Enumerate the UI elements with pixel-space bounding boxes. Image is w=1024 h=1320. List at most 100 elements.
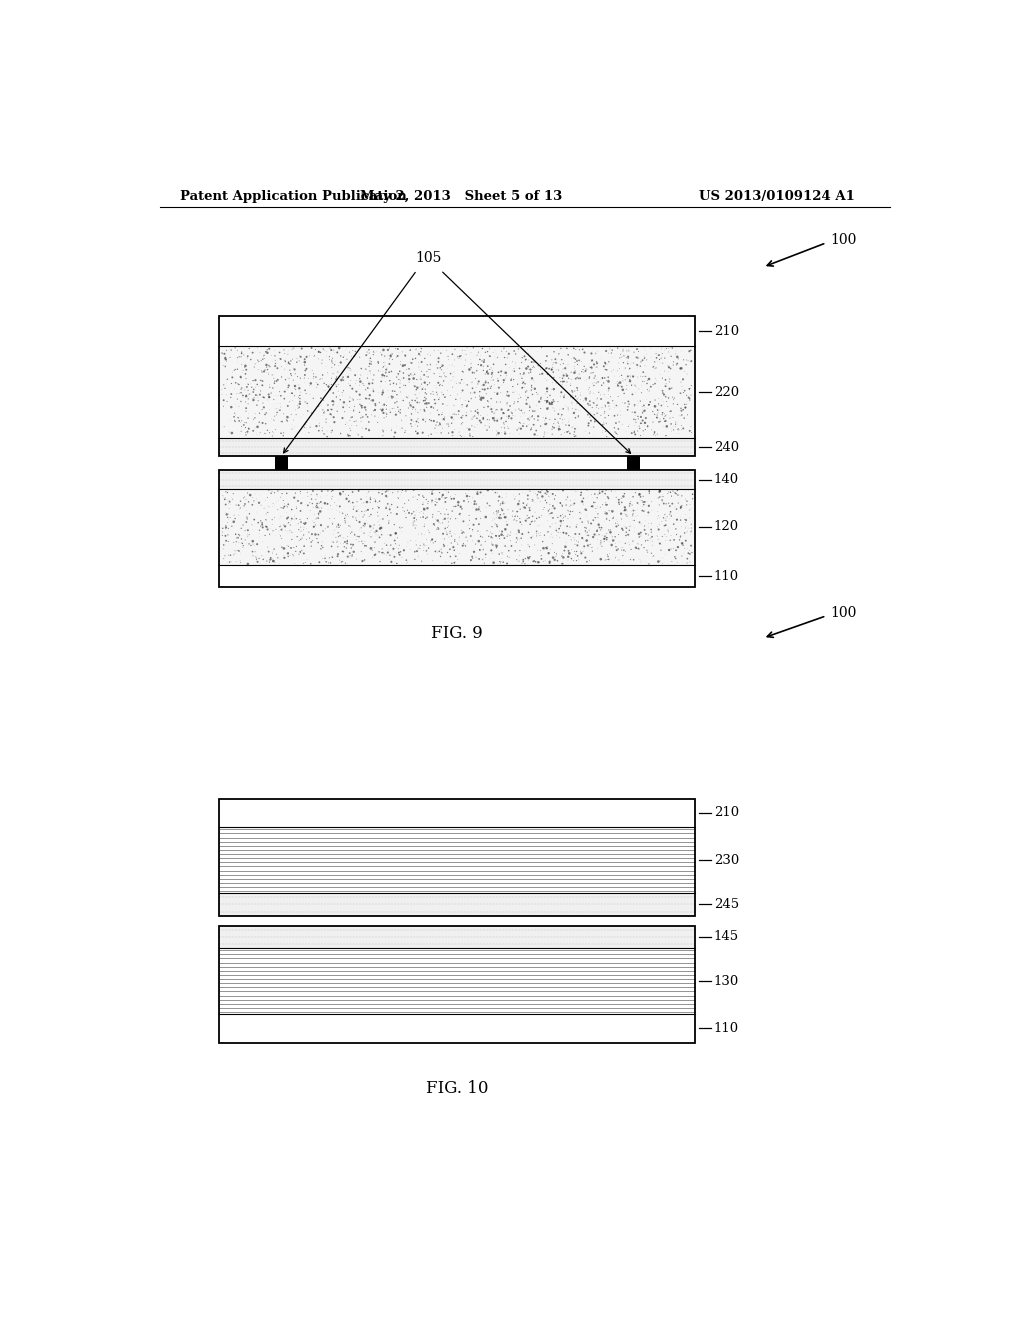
Point bbox=[583, 496, 599, 517]
Point bbox=[414, 523, 430, 544]
Point bbox=[218, 339, 234, 360]
Point bbox=[458, 483, 474, 504]
Point bbox=[348, 381, 365, 403]
Point bbox=[237, 529, 253, 550]
Point bbox=[408, 380, 424, 401]
Text: 110: 110 bbox=[714, 1022, 738, 1035]
Point bbox=[429, 541, 445, 562]
Point bbox=[470, 408, 486, 429]
Point bbox=[495, 404, 511, 425]
Point bbox=[311, 552, 328, 573]
Point bbox=[589, 529, 605, 550]
Point bbox=[525, 550, 542, 572]
Point bbox=[618, 521, 635, 543]
Point bbox=[653, 338, 670, 359]
Point bbox=[476, 380, 493, 401]
Point bbox=[390, 364, 407, 385]
Point bbox=[633, 513, 649, 535]
Point bbox=[360, 374, 377, 395]
Point bbox=[245, 541, 261, 562]
Point bbox=[266, 371, 283, 392]
Point bbox=[639, 370, 655, 391]
Point bbox=[672, 498, 688, 519]
Point bbox=[674, 379, 690, 400]
Point bbox=[367, 537, 383, 558]
Point bbox=[359, 378, 376, 399]
Point bbox=[674, 545, 690, 566]
Point bbox=[472, 345, 488, 366]
Point bbox=[364, 404, 380, 425]
Point bbox=[622, 495, 638, 516]
Point bbox=[379, 395, 395, 416]
Point bbox=[379, 366, 395, 387]
Point bbox=[382, 549, 398, 570]
Point bbox=[526, 356, 543, 378]
Point bbox=[462, 517, 478, 539]
Point bbox=[451, 372, 467, 393]
Point bbox=[458, 527, 474, 548]
Point bbox=[547, 409, 563, 430]
Point bbox=[477, 371, 494, 392]
Point bbox=[647, 358, 664, 379]
Point bbox=[512, 413, 528, 434]
Point bbox=[233, 343, 250, 364]
Point bbox=[335, 367, 351, 388]
Point bbox=[335, 368, 351, 389]
Point bbox=[419, 408, 435, 429]
Point bbox=[237, 520, 253, 541]
Point bbox=[465, 487, 481, 508]
Point bbox=[434, 381, 451, 403]
Point bbox=[280, 396, 296, 417]
Point bbox=[287, 416, 303, 437]
Point bbox=[645, 412, 662, 433]
Point bbox=[478, 507, 495, 528]
Point bbox=[323, 378, 339, 399]
Point bbox=[492, 520, 508, 541]
Point bbox=[416, 524, 432, 545]
Point bbox=[358, 414, 375, 436]
Point bbox=[672, 529, 688, 550]
Point bbox=[232, 407, 249, 428]
Point bbox=[508, 405, 524, 426]
Point bbox=[440, 507, 457, 528]
Point bbox=[422, 345, 438, 366]
Point bbox=[290, 366, 306, 387]
Point bbox=[238, 385, 254, 407]
Point bbox=[358, 500, 375, 521]
Point bbox=[346, 396, 362, 417]
Point bbox=[356, 549, 373, 570]
Point bbox=[219, 391, 236, 412]
Point bbox=[335, 550, 351, 572]
Point bbox=[319, 421, 336, 442]
Point bbox=[314, 364, 331, 385]
Point bbox=[429, 492, 445, 513]
Point bbox=[506, 370, 522, 391]
Point bbox=[280, 496, 296, 517]
Point bbox=[431, 366, 447, 387]
Point bbox=[303, 372, 319, 393]
Point bbox=[398, 536, 415, 557]
Point bbox=[284, 366, 300, 387]
Point bbox=[554, 553, 570, 574]
Point bbox=[420, 520, 436, 541]
Point bbox=[387, 523, 403, 544]
Point bbox=[461, 515, 477, 536]
Point bbox=[670, 418, 686, 440]
Point bbox=[657, 544, 674, 565]
Point bbox=[445, 523, 462, 544]
Point bbox=[342, 387, 358, 408]
Point bbox=[586, 372, 602, 393]
Point bbox=[552, 506, 568, 527]
Point bbox=[312, 368, 329, 389]
Point bbox=[319, 400, 336, 421]
Point bbox=[517, 540, 534, 561]
Point bbox=[586, 383, 602, 404]
Point bbox=[259, 420, 275, 441]
Point bbox=[429, 358, 445, 379]
Point bbox=[643, 420, 659, 441]
Point bbox=[281, 536, 297, 557]
Point bbox=[333, 352, 349, 374]
Point bbox=[488, 537, 505, 558]
Point bbox=[670, 393, 686, 414]
Point bbox=[584, 343, 600, 364]
